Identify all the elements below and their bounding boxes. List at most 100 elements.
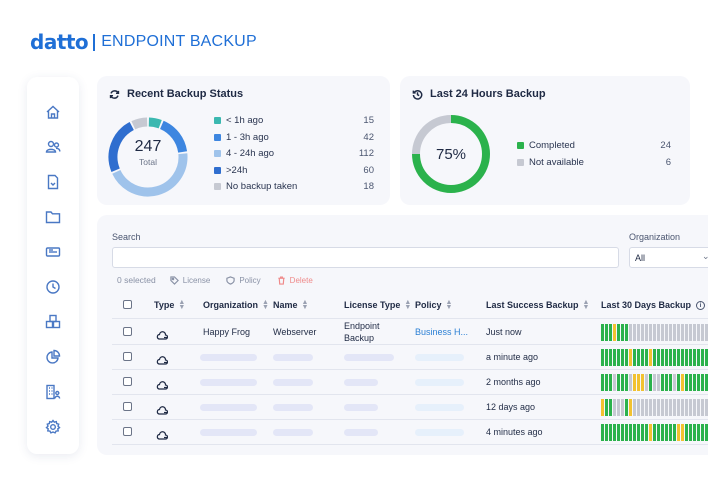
last-30-days-bars xyxy=(601,374,708,391)
day-bar xyxy=(697,399,700,416)
cell-last-success: 12 days ago xyxy=(486,402,536,412)
row-checkbox[interactable] xyxy=(123,352,132,361)
day-bar xyxy=(625,424,628,441)
logo-product-name: ENDPOINT BACKUP xyxy=(101,33,257,50)
day-bar xyxy=(669,324,672,341)
day-bar xyxy=(621,424,624,441)
logo-divider xyxy=(93,33,96,51)
day-bar xyxy=(605,424,608,441)
home-icon[interactable] xyxy=(44,103,62,121)
row-divider xyxy=(112,419,708,420)
column-header-label: Last 30 Days Backup xyxy=(601,300,692,310)
day-bar xyxy=(665,324,668,341)
day-bar xyxy=(677,399,680,416)
last-30-days-bars xyxy=(601,324,708,341)
placeholder-policy xyxy=(415,354,464,361)
day-bar xyxy=(689,349,692,366)
day-bar xyxy=(649,399,652,416)
clock-icon[interactable] xyxy=(44,278,62,296)
day-bar xyxy=(657,324,660,341)
bulk-actions-bar: 0 selected License Policy Delete xyxy=(117,275,329,285)
day-bar xyxy=(617,424,620,441)
row-checkbox[interactable] xyxy=(123,427,132,436)
cell-name[interactable]: Webserver xyxy=(273,327,317,337)
placeholder-organization xyxy=(200,379,257,386)
day-bar xyxy=(601,349,604,366)
column-header-type[interactable]: Type ▲ ▼ xyxy=(154,299,186,311)
day-bar xyxy=(641,349,644,366)
total-value: 247 xyxy=(134,138,162,155)
recent-backup-total: 247 Total xyxy=(107,138,189,167)
users-icon[interactable] xyxy=(44,138,62,156)
organization-icon[interactable] xyxy=(44,383,62,401)
legend-label: 4 - 24h ago xyxy=(226,148,275,159)
day-bar xyxy=(657,374,660,391)
info-icon[interactable]: i xyxy=(696,300,706,310)
day-bar xyxy=(685,399,688,416)
day-bar xyxy=(677,374,680,391)
app-logo[interactable]: datto ENDPOINT BACKUP xyxy=(30,30,257,54)
legend-value: 112 xyxy=(358,148,374,159)
day-bar xyxy=(685,324,688,341)
legend-label: Not available xyxy=(529,156,584,168)
column-header-last-success[interactable]: Last Success Backup ▲ ▼ xyxy=(486,299,589,311)
donut-segment xyxy=(148,117,162,129)
day-bar xyxy=(609,349,612,366)
license-action-button[interactable]: License xyxy=(170,276,210,285)
day-bar xyxy=(613,324,616,341)
legend-swatch xyxy=(214,117,221,124)
placeholder-name xyxy=(273,404,313,411)
day-bar xyxy=(645,399,648,416)
day-bar xyxy=(681,374,684,391)
day-bar xyxy=(629,399,632,416)
day-bar xyxy=(637,399,640,416)
day-bar xyxy=(653,424,656,441)
packages-icon[interactable] xyxy=(44,313,62,331)
sidebar xyxy=(27,77,79,454)
row-checkbox[interactable] xyxy=(123,327,132,336)
row-divider xyxy=(112,444,708,445)
column-header-policy[interactable]: Policy ▲ ▼ xyxy=(415,299,452,311)
donut-segment xyxy=(112,153,188,197)
day-bar xyxy=(681,424,684,441)
day-bar xyxy=(705,399,708,416)
day-bar xyxy=(657,349,660,366)
cloud-device-icon xyxy=(156,402,169,420)
header-divider xyxy=(112,318,708,319)
column-header-name[interactable]: Name ▲ ▼ xyxy=(273,299,308,311)
settings-icon[interactable] xyxy=(44,418,62,436)
row-checkbox[interactable] xyxy=(123,377,132,386)
column-header-organization[interactable]: Organization ▲ ▼ xyxy=(203,299,269,311)
policy-action-button[interactable]: Policy xyxy=(226,275,261,285)
column-header-label: Policy xyxy=(415,300,442,310)
organization-label: Organization xyxy=(629,232,681,242)
shield-icon xyxy=(226,275,236,285)
sort-icon: ▲ ▼ xyxy=(178,299,186,311)
sort-icon: ▲ ▼ xyxy=(404,299,412,311)
last24-card: Last 24 Hours Backup 75% Completed 24 Not … xyxy=(400,76,690,205)
select-all-checkbox[interactable] xyxy=(123,300,132,309)
day-bar xyxy=(673,399,676,416)
storage-icon[interactable] xyxy=(44,243,62,261)
pie-chart-icon[interactable] xyxy=(44,348,62,366)
cell-organization: Happy Frog xyxy=(203,327,251,337)
cell-policy-link[interactable]: Business H... xyxy=(415,327,469,337)
last-30-days-bars xyxy=(601,424,708,441)
day-bar xyxy=(701,424,704,441)
day-bar xyxy=(601,324,604,341)
row-checkbox[interactable] xyxy=(123,402,132,411)
folder-icon[interactable] xyxy=(44,208,62,226)
organization-select[interactable]: All ⌄ xyxy=(629,247,708,268)
legend-label: No backup taken xyxy=(226,181,298,192)
day-bar xyxy=(697,324,700,341)
delete-action-button[interactable]: Delete xyxy=(277,276,313,285)
column-header-license-type[interactable]: License Type ▲ ▼ xyxy=(344,299,412,311)
document-icon[interactable] xyxy=(44,173,62,191)
day-bar xyxy=(625,349,628,366)
legend-item: Not available 6 xyxy=(517,157,671,168)
row-divider xyxy=(112,344,708,345)
day-bar xyxy=(633,374,636,391)
placeholder-name xyxy=(273,379,313,386)
search-input[interactable] xyxy=(112,247,619,268)
organization-select-value: All xyxy=(635,253,646,263)
